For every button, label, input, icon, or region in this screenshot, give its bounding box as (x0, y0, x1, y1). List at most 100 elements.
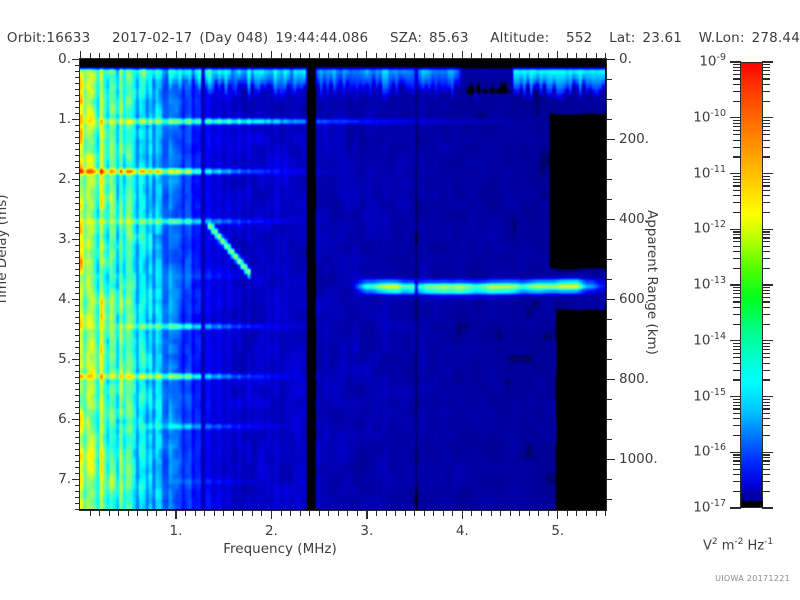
colorbar-minor-tick-right (762, 290, 770, 292)
colorbar-minor-tick (733, 369, 741, 371)
y-axis-left-minor-tick (75, 485, 80, 487)
colorbar-tick-label: 10-14 (660, 331, 726, 349)
colorbar-minor-tick (733, 245, 741, 247)
date-value: 2017-02-17 (111, 30, 193, 46)
colorbar-minor-tick-right (762, 313, 770, 315)
x-axis-top-tick (166, 53, 167, 58)
y-axis-left-major-tick (72, 238, 80, 241)
x-axis-top-tick (414, 53, 416, 58)
colorbar-tick-exponent: -15 (710, 386, 726, 398)
y-axis-left-minor-tick (75, 443, 80, 445)
y-axis-right-minor-tick (606, 99, 612, 101)
colorbar-minor-tick-right (762, 78, 770, 80)
y-axis-left-minor-tick (75, 101, 80, 103)
y-axis-right-minor-tick (606, 499, 612, 501)
colorbar-black-cap (742, 501, 763, 506)
y-axis-left-minor-tick (75, 191, 80, 193)
colorbar-major-tick (730, 340, 741, 342)
colorbar-minor-tick-right (762, 468, 770, 470)
colorbar-minor-tick (733, 290, 741, 292)
x-axis-top-tick (538, 53, 540, 58)
colorbar-minor-tick (733, 146, 741, 148)
colorbar-minor-tick (733, 241, 741, 243)
y-axis-left-minor-tick (75, 257, 80, 259)
x-axis-top-tick (299, 53, 301, 58)
colorbar-minor-tick (733, 258, 741, 260)
x-axis-minor-tick (261, 510, 263, 516)
colorbar-major-tick (730, 451, 741, 453)
y-axis-left-minor-tick (75, 449, 80, 451)
lat-label: Lat: (609, 30, 636, 46)
x-axis-top-tick (118, 53, 120, 58)
colorbar-minor-tick-right (762, 122, 770, 124)
x-axis-top-tick (547, 53, 549, 58)
altitude-label: Altitude: (490, 30, 550, 46)
colorbar-major-tick-right (762, 507, 773, 509)
colorbar-minor-tick-right (762, 287, 770, 289)
y-axis-right-minor-tick (606, 399, 612, 401)
y-axis-left-minor-tick (75, 335, 80, 337)
x-axis-top-tick (242, 53, 244, 58)
colorbar-minor-tick-right (762, 435, 770, 437)
x-axis-major-tick (175, 510, 177, 519)
colorbar-minor-tick-right (762, 258, 770, 260)
colorbar-minor-tick-right (762, 134, 770, 136)
colorbar-minor-tick (733, 345, 741, 347)
unit-volt-exponent: 2 (711, 537, 718, 547)
colorbar-minor-tick-right (762, 357, 770, 359)
colorbar-minor-tick-right (762, 70, 770, 72)
colorbar-minor-tick (733, 490, 741, 492)
x-axis-top-tick (471, 53, 473, 58)
colorbar-minor-tick-right (762, 352, 770, 354)
x-axis-minor-tick (242, 510, 244, 516)
y-axis-right-minor-tick (606, 279, 612, 281)
colorbar-minor-tick (733, 134, 741, 136)
colorbar-major-tick (730, 117, 741, 119)
y-axis-left-minor-tick (75, 185, 80, 187)
colorbar-minor-tick-right (762, 301, 770, 303)
colorbar-minor-tick (733, 404, 741, 406)
colorbar-minor-tick-right (762, 234, 770, 236)
colorbar-tick-exponent: -12 (710, 219, 726, 231)
x-axis-top-tick (185, 53, 187, 58)
y-axis-left-major-tick (72, 118, 80, 121)
colorbar-tick-mantissa: 10 (693, 276, 711, 293)
x-axis-minor-tick (137, 510, 139, 516)
colorbar-minor-tick-right (762, 348, 770, 351)
y-axis-left-minor-tick (75, 251, 80, 253)
y-axis-left-major-tick (72, 418, 80, 421)
y-axis-left-tick-label: 5. (58, 350, 71, 367)
colorbar-minor-tick (733, 306, 741, 308)
y-axis-left-minor-tick (75, 473, 80, 475)
colorbar-minor-tick-right (762, 83, 770, 85)
y-axis-left-minor-tick (75, 209, 80, 211)
colorbar-minor-tick (733, 185, 741, 187)
y-axis-right-major-tick (606, 218, 615, 221)
colorbar-major-tick-right (762, 284, 773, 286)
x-axis-minor-tick (452, 510, 454, 516)
colorbar-tick-mantissa: 10 (693, 443, 711, 460)
x-axis-top-tick (452, 53, 454, 58)
colorbar-minor-tick (733, 83, 741, 85)
x-axis-minor-tick (127, 510, 129, 516)
colorbar-major-tick-right (762, 61, 773, 63)
x-axis-tick-label: 2. (264, 523, 278, 539)
x-axis-minor-tick (99, 510, 101, 516)
y-axis-left-minor-tick (75, 155, 80, 157)
x-axis-minor-tick (442, 510, 444, 516)
orbit-value: 16633 (46, 30, 91, 46)
x-axis-top-tick (156, 53, 158, 58)
x-axis-top-tick (566, 53, 568, 58)
y-axis-left-minor-tick (75, 281, 80, 283)
colorbar (740, 62, 763, 512)
colorbar-tick-mantissa: 10 (693, 220, 711, 237)
x-axis-minor-tick (194, 510, 196, 516)
y-axis-left-major-tick (72, 478, 80, 481)
colorbar-minor-tick (733, 460, 741, 462)
colorbar-minor-tick-right (762, 231, 770, 233)
unit-volt: V (703, 538, 712, 554)
colorbar-minor-tick (733, 78, 741, 80)
x-axis-top-tick (366, 51, 368, 58)
colorbar-minor-tick (733, 357, 741, 359)
y-axis-left-minor-tick (75, 305, 80, 307)
